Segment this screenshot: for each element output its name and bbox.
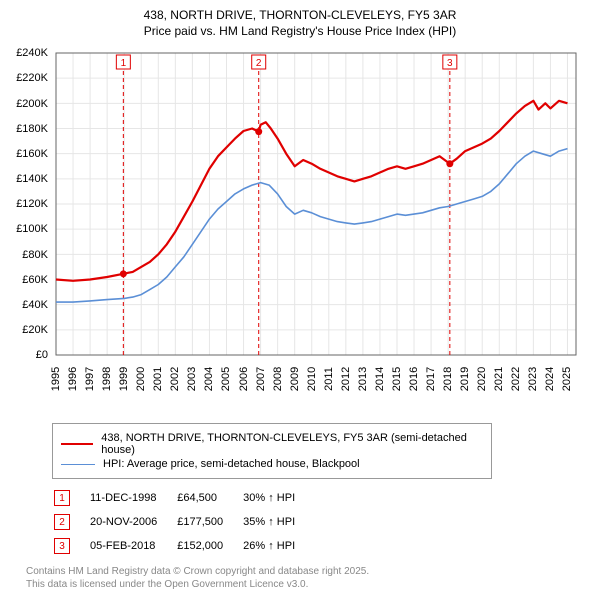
- y-tick-label: £220K: [8, 72, 48, 84]
- x-tick-label: 1998: [101, 367, 113, 391]
- events-table: 1 11-DEC-1998£64,50030% ↑ HPI 2 20-NOV-2006…: [52, 485, 315, 559]
- svg-text:3: 3: [447, 58, 453, 69]
- x-tick-label: 2016: [408, 367, 420, 391]
- y-tick-label: £80K: [8, 249, 48, 261]
- svg-text:2: 2: [256, 58, 262, 69]
- legend-swatch: [61, 464, 95, 465]
- x-tick-label: 2013: [357, 367, 369, 391]
- legend-row: 438, NORTH DRIVE, THORNTON-CLEVELEYS, FY…: [61, 432, 483, 456]
- x-tick-label: 2000: [135, 367, 147, 391]
- event-row: 2 20-NOV-2006£177,50035% ↑ HPI: [54, 511, 313, 533]
- x-tick-label: 2014: [374, 367, 386, 391]
- event-delta: 35% ↑ HPI: [243, 511, 313, 533]
- x-tick-label: 2003: [186, 367, 198, 391]
- title-line-1: 438, NORTH DRIVE, THORNTON-CLEVELEYS, FY…: [12, 8, 588, 24]
- chart-area: 123 £0£20K£40K£60K£80K£100K£120K£140K£16…: [12, 45, 588, 415]
- x-tick-label: 2020: [476, 367, 488, 391]
- event-date: 20-NOV-2006: [90, 511, 175, 533]
- event-badge: 1: [54, 490, 70, 506]
- x-tick-label: 1999: [118, 367, 130, 391]
- x-tick-label: 2008: [272, 367, 284, 391]
- event-row: 1 11-DEC-1998£64,50030% ↑ HPI: [54, 487, 313, 509]
- y-tick-label: £240K: [8, 47, 48, 59]
- y-tick-label: £60K: [8, 274, 48, 286]
- x-tick-label: 2010: [306, 367, 318, 391]
- x-tick-label: 2012: [340, 367, 352, 391]
- x-tick-label: 2006: [238, 367, 250, 391]
- x-tick-label: 2002: [169, 367, 181, 391]
- x-tick-label: 2018: [442, 367, 454, 391]
- x-tick-label: 1995: [50, 367, 62, 391]
- x-tick-label: 2011: [323, 367, 335, 391]
- footer-note: Contains HM Land Registry data © Crown c…: [26, 565, 588, 591]
- event-badge: 3: [54, 538, 70, 554]
- x-tick-label: 2022: [510, 367, 522, 391]
- event-badge: 2: [54, 514, 70, 530]
- x-tick-label: 2005: [220, 367, 232, 391]
- event-price: £64,500: [177, 487, 241, 509]
- x-tick-label: 2017: [425, 367, 437, 391]
- x-tick-label: 2019: [459, 367, 471, 391]
- y-tick-label: £40K: [8, 299, 48, 311]
- event-price: £152,000: [177, 535, 241, 557]
- x-tick-label: 1997: [84, 367, 96, 391]
- legend-label: HPI: Average price, semi-detached house,…: [103, 458, 360, 470]
- x-tick-label: 2025: [561, 367, 573, 391]
- y-tick-label: £100K: [8, 223, 48, 235]
- x-tick-label: 2001: [152, 367, 164, 391]
- x-tick-label: 2009: [289, 367, 301, 391]
- y-tick-label: £180K: [8, 123, 48, 135]
- event-date: 05-FEB-2018: [90, 535, 175, 557]
- footer-line-2: This data is licensed under the Open Gov…: [26, 578, 588, 591]
- event-date: 11-DEC-1998: [90, 487, 175, 509]
- y-tick-label: £120K: [8, 198, 48, 210]
- y-tick-label: £160K: [8, 148, 48, 160]
- legend-swatch: [61, 443, 93, 445]
- y-tick-label: £0: [8, 349, 48, 361]
- x-tick-label: 2007: [255, 367, 267, 391]
- legend-row: HPI: Average price, semi-detached house,…: [61, 458, 483, 470]
- event-delta: 26% ↑ HPI: [243, 535, 313, 557]
- x-tick-label: 2021: [493, 367, 505, 391]
- event-delta: 30% ↑ HPI: [243, 487, 313, 509]
- footer-line-1: Contains HM Land Registry data © Crown c…: [26, 565, 588, 578]
- title-line-2: Price paid vs. HM Land Registry's House …: [12, 24, 588, 40]
- x-tick-label: 2023: [527, 367, 539, 391]
- x-tick-label: 2004: [203, 367, 215, 391]
- svg-text:1: 1: [121, 58, 127, 69]
- legend-label: 438, NORTH DRIVE, THORNTON-CLEVELEYS, FY…: [101, 432, 483, 456]
- y-tick-label: £20K: [8, 324, 48, 336]
- title-block: 438, NORTH DRIVE, THORNTON-CLEVELEYS, FY…: [12, 8, 588, 39]
- chart-svg: 1 2 3: [12, 45, 588, 415]
- y-tick-label: £200K: [8, 98, 48, 110]
- event-row: 3 05-FEB-2018£152,00026% ↑ HPI: [54, 535, 313, 557]
- x-tick-label: 2015: [391, 367, 403, 391]
- event-price: £177,500: [177, 511, 241, 533]
- legend-box: 438, NORTH DRIVE, THORNTON-CLEVELEYS, FY…: [52, 423, 492, 479]
- chart-container: 438, NORTH DRIVE, THORNTON-CLEVELEYS, FY…: [0, 0, 600, 599]
- x-tick-label: 1996: [67, 367, 79, 391]
- y-tick-label: £140K: [8, 173, 48, 185]
- x-tick-label: 2024: [544, 367, 556, 391]
